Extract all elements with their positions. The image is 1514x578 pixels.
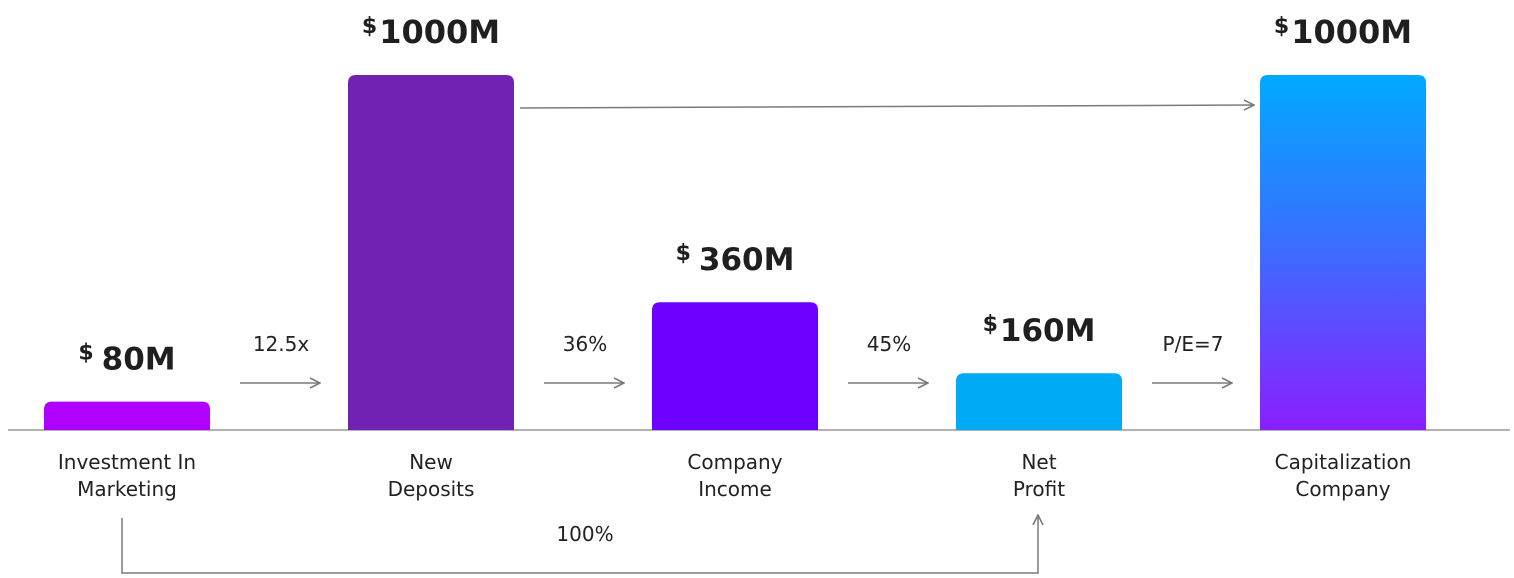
bar-2 bbox=[652, 302, 818, 430]
category-line: New bbox=[409, 450, 453, 474]
step-label-1: 36% bbox=[563, 332, 607, 356]
value-amount: 160M bbox=[1000, 313, 1096, 349]
value-amount: 80M bbox=[102, 342, 176, 378]
category-line: Net bbox=[1021, 450, 1056, 474]
category-line: Company bbox=[1295, 477, 1390, 501]
currency-symbol: $ bbox=[362, 14, 377, 39]
value-label-4: $1000M bbox=[1274, 13, 1412, 51]
value-label-1: $1000M bbox=[362, 13, 500, 51]
currency-symbol: $ bbox=[983, 312, 998, 337]
value-amount: 1000M bbox=[379, 13, 500, 51]
bar-1 bbox=[348, 75, 514, 430]
bars-layer bbox=[44, 75, 1426, 430]
category-line: Profit bbox=[1013, 477, 1065, 501]
arrows-layer bbox=[121, 105, 1254, 574]
step-label-0: 12.5x bbox=[253, 332, 310, 356]
category-label-2: Company Income bbox=[687, 450, 782, 501]
labels-layer: $80M Investment In Marketing $1000M New Depos… bbox=[58, 13, 1412, 546]
category-line: Deposits bbox=[388, 477, 475, 501]
bar-4 bbox=[1260, 75, 1426, 430]
currency-symbol: $ bbox=[676, 241, 691, 266]
value-label-0: $80M bbox=[78, 341, 175, 378]
step-label-2: 45% bbox=[867, 332, 911, 356]
category-label-0: Investment In Marketing bbox=[58, 450, 196, 501]
bar-3 bbox=[956, 373, 1122, 430]
category-line: Capitalization bbox=[1275, 450, 1412, 474]
link-arrow-bottom bbox=[121, 515, 1038, 574]
currency-symbol: $ bbox=[78, 341, 93, 366]
category-line: Income bbox=[698, 477, 772, 501]
currency-symbol: $ bbox=[1274, 14, 1289, 39]
category-label-4: Capitalization Company bbox=[1275, 450, 1412, 501]
value-amount: 360M bbox=[699, 242, 795, 278]
value-label-2: $360M bbox=[676, 241, 795, 278]
link-arrow-top bbox=[519, 105, 1254, 108]
category-line: Company bbox=[687, 450, 782, 474]
step-label-3: P/E=7 bbox=[1163, 332, 1224, 356]
category-line: Investment In bbox=[58, 450, 196, 474]
category-line: Marketing bbox=[77, 477, 177, 501]
value-amount: 1000M bbox=[1291, 13, 1412, 51]
value-label-3: $160M bbox=[983, 312, 1096, 349]
category-label-3: Net Profit bbox=[1013, 450, 1065, 501]
category-label-1: New Deposits bbox=[388, 450, 475, 501]
bar-0 bbox=[44, 401, 210, 430]
link-label-bottom: 100% bbox=[556, 522, 613, 546]
